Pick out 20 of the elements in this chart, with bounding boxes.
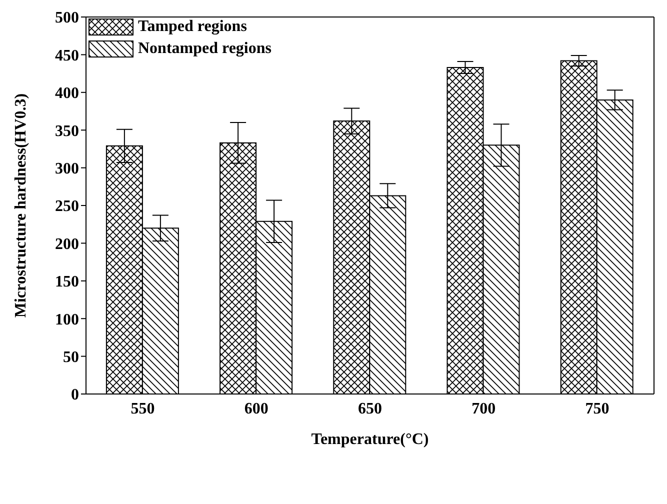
y-tick-label: 200 <box>55 236 79 253</box>
x-axis-title: Temperature(°C) <box>311 431 429 448</box>
x-tick-label: 750 <box>585 400 610 418</box>
y-tick-label: 150 <box>55 274 79 291</box>
x-tick-label: 600 <box>244 400 268 418</box>
y-tick-label: 100 <box>55 311 79 328</box>
legend-label: Tamped regions <box>138 18 247 36</box>
x-tick-label: 700 <box>472 400 496 418</box>
y-tick-label: 350 <box>55 122 79 140</box>
x-tick-label: 650 <box>358 400 382 418</box>
y-tick-label: 400 <box>55 85 79 102</box>
y-tick-label: 250 <box>55 198 79 216</box>
legend-label: Nontamped regions <box>138 40 272 58</box>
x-tick-label: 550 <box>130 400 155 418</box>
y-tick-label: 450 <box>55 47 79 64</box>
y-tick-label: 50 <box>63 348 79 366</box>
y-axis-title: Microstructure hardness(HV0.3) <box>12 93 30 318</box>
y-tick-label: 300 <box>55 160 79 178</box>
y-tick-label: 500 <box>55 10 79 27</box>
y-tick-label: 0 <box>71 386 79 404</box>
